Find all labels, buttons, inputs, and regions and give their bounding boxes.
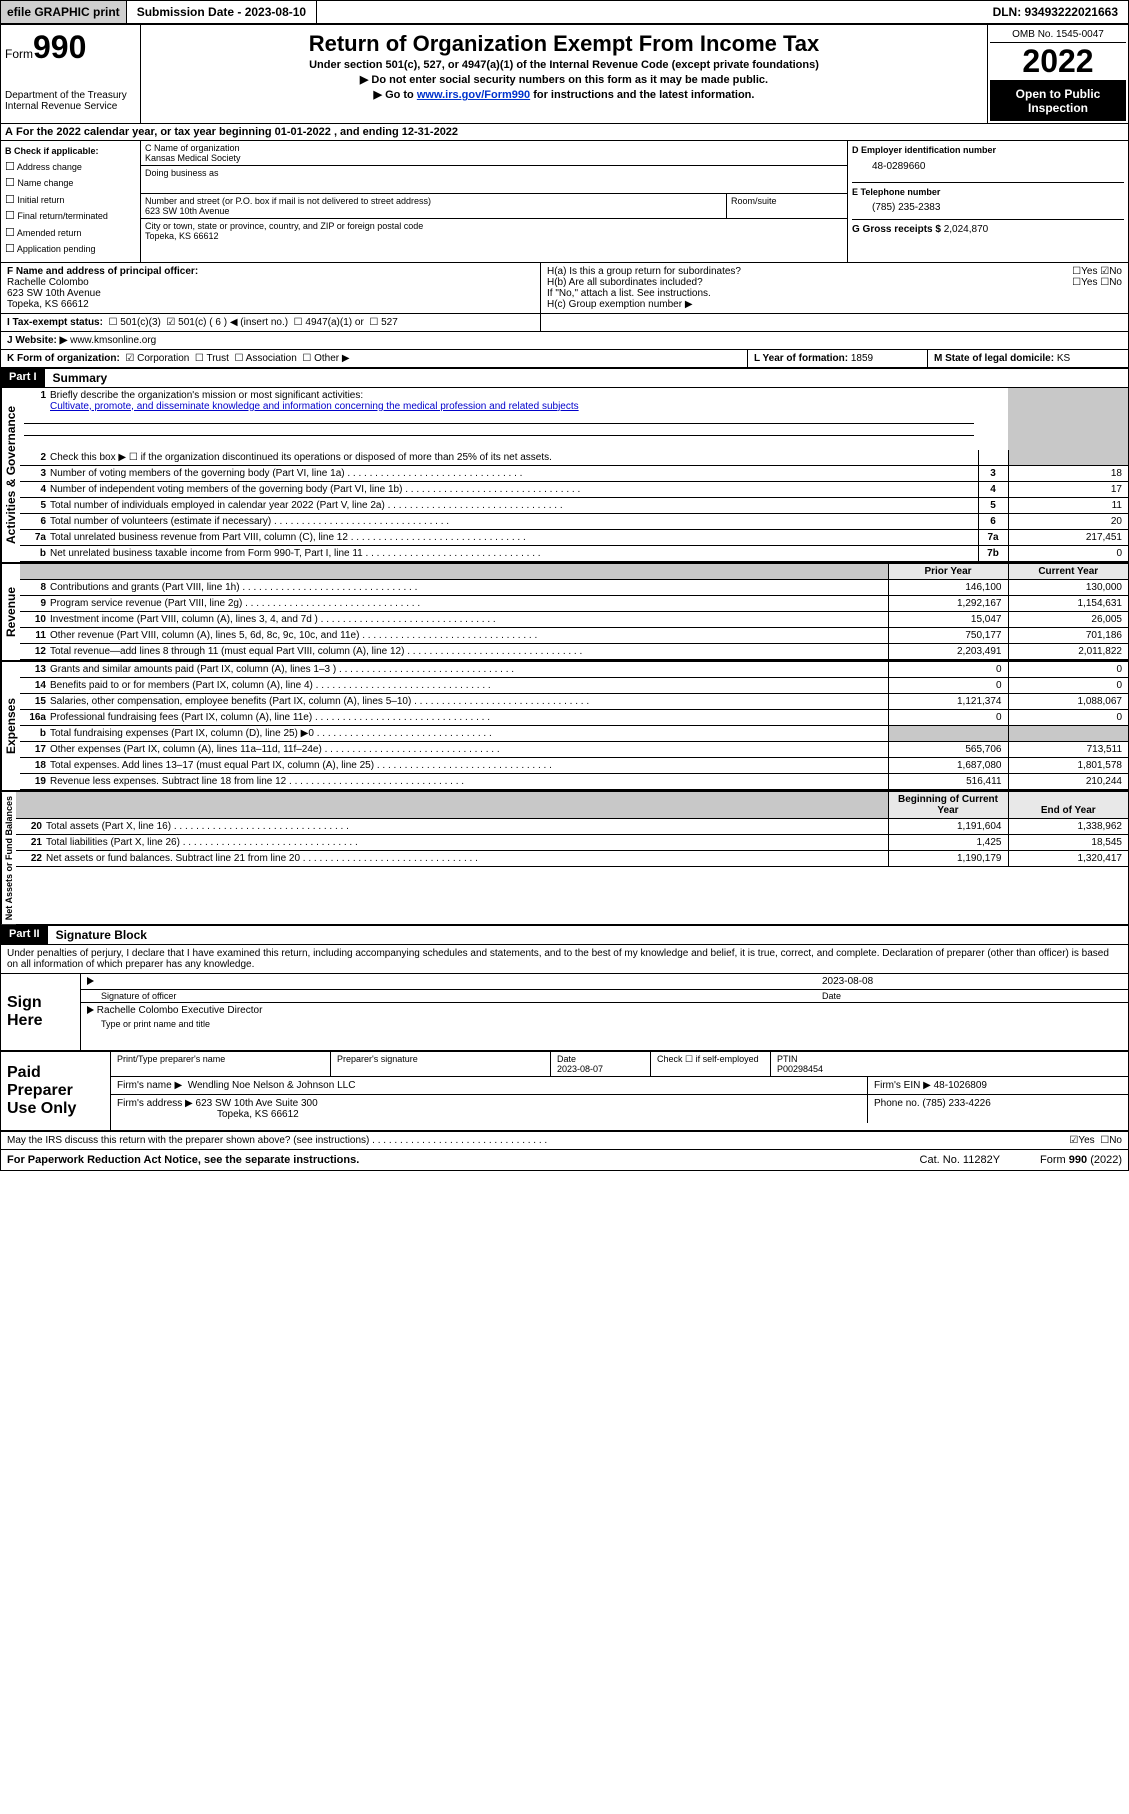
part2-title: Signature Block xyxy=(48,926,1128,944)
prior-year-hdr: Prior Year xyxy=(888,564,1008,580)
website-value: www.kmsonline.org xyxy=(70,335,156,346)
form-footer: Form 990 (2022) xyxy=(1040,1154,1122,1166)
paid-preparer: Paid Preparer Use Only xyxy=(1,1052,111,1130)
eoy-hdr: End of Year xyxy=(1008,792,1128,819)
tax-exempt-label: I Tax-exempt status: xyxy=(7,317,103,328)
ein-label: D Employer identification number xyxy=(852,145,1124,155)
form-word: Form xyxy=(5,47,33,61)
officer-title-lbl: Type or print name and title xyxy=(81,1018,1128,1030)
part1-header: Part I xyxy=(1,369,45,387)
officer-printed: Rachelle Colombo Executive Director xyxy=(97,1005,263,1016)
may-irs: May the IRS discuss this return with the… xyxy=(7,1135,1059,1146)
org-name: Kansas Medical Society xyxy=(145,153,241,163)
vlabel-na: Net Assets or Fund Balances xyxy=(1,792,16,924)
open-inspection: Open to Public Inspection xyxy=(990,81,1126,121)
part2-header: Part II xyxy=(1,926,48,944)
sig-date: 2023-08-08 xyxy=(822,976,1122,987)
officer-addr2: Topeka, KS 66612 xyxy=(7,299,89,310)
subtitle-2: ▶ Do not enter social security numbers o… xyxy=(151,73,977,86)
subtitle-1: Under section 501(c), 527, or 4947(a)(1)… xyxy=(151,59,977,71)
vlabel-ag: Activities & Governance xyxy=(1,388,20,562)
check-self: Check ☐ if self-employed xyxy=(651,1052,771,1076)
boy-hdr: Beginning of Current Year xyxy=(888,792,1008,819)
triangle-icon xyxy=(87,977,94,985)
section-b: B Check if applicable: ☐ Address change … xyxy=(1,141,141,262)
vlabel-exp: Expenses xyxy=(1,662,20,790)
sig-officer-lbl: Signature of officer xyxy=(87,991,822,1001)
line2-text: Check this box ▶ ☐ if the organization d… xyxy=(50,452,552,463)
subtitle-3: ▶ Go to www.irs.gov/Form990 for instruct… xyxy=(151,88,977,101)
street-label: Number and street (or P.O. box if mail i… xyxy=(145,196,431,206)
declaration: Under penalties of perjury, I declare th… xyxy=(1,945,1128,974)
efile-label: efile GRAPHIC print xyxy=(1,1,127,23)
submission-date: Submission Date - 2023-08-10 xyxy=(127,1,317,23)
mission-text[interactable]: Cultivate, promote, and disseminate know… xyxy=(50,401,579,412)
officer-addr1: 623 SW 10th Avenue xyxy=(7,288,101,299)
kform-label: K Form of organization: xyxy=(7,353,120,364)
city-label: City or town, state or province, country… xyxy=(145,221,423,231)
pra-notice: For Paperwork Reduction Act Notice, see … xyxy=(7,1154,359,1166)
phone-label: E Telephone number xyxy=(852,187,940,197)
part1-title: Summary xyxy=(45,369,1128,387)
officer-name: Rachelle Colombo xyxy=(7,277,89,288)
gross-value: 2,024,870 xyxy=(944,224,989,235)
gross-label: G Gross receipts $ xyxy=(852,224,941,235)
website-label: J Website: ▶ xyxy=(7,335,67,346)
prep-sig-lbl: Preparer's signature xyxy=(331,1052,551,1076)
hb-label: H(b) Are all subordinates included? xyxy=(547,277,1072,288)
dept-treasury: Department of the Treasury xyxy=(5,90,136,101)
tax-year: 2022 xyxy=(990,43,1126,81)
cat-no: Cat. No. 11282Y xyxy=(920,1154,1001,1166)
line-a-taxyear: A For the 2022 calendar year, or tax yea… xyxy=(1,124,1128,141)
form-title: Return of Organization Exempt From Incom… xyxy=(151,31,977,57)
officer-label: F Name and address of principal officer: xyxy=(7,266,198,277)
vlabel-rev: Revenue xyxy=(1,564,20,660)
street-value: 623 SW 10th Avenue xyxy=(145,206,229,216)
ein-value: 48-0289660 xyxy=(872,161,1124,172)
dba-label: Doing business as xyxy=(145,168,219,178)
prep-name-lbl: Print/Type preparer's name xyxy=(111,1052,331,1076)
hc-label: H(c) Group exemption number ▶ xyxy=(547,299,1122,310)
form-number: 990 xyxy=(33,29,86,65)
omb-number: OMB No. 1545-0047 xyxy=(990,27,1126,43)
sign-here: Sign Here xyxy=(1,974,81,1050)
dln: DLN: 93493222021663 xyxy=(983,1,1128,23)
cur-year-hdr: Current Year xyxy=(1008,564,1128,580)
irs-label: Internal Revenue Service xyxy=(5,101,136,112)
room-label: Room/suite xyxy=(731,196,777,206)
line1-text: Briefly describe the organization's miss… xyxy=(50,390,363,401)
ha-label: H(a) Is this a group return for subordin… xyxy=(547,266,1072,277)
city-value: Topeka, KS 66612 xyxy=(145,231,219,241)
irs-link[interactable]: www.irs.gov/Form990 xyxy=(417,89,530,101)
hb-note: If "No," attach a list. See instructions… xyxy=(547,288,1122,299)
phone-value: (785) 235-2383 xyxy=(872,202,1124,213)
name-label: C Name of organization xyxy=(145,143,240,153)
triangle-icon xyxy=(87,1006,94,1014)
date-lbl: Date xyxy=(822,991,1122,1001)
